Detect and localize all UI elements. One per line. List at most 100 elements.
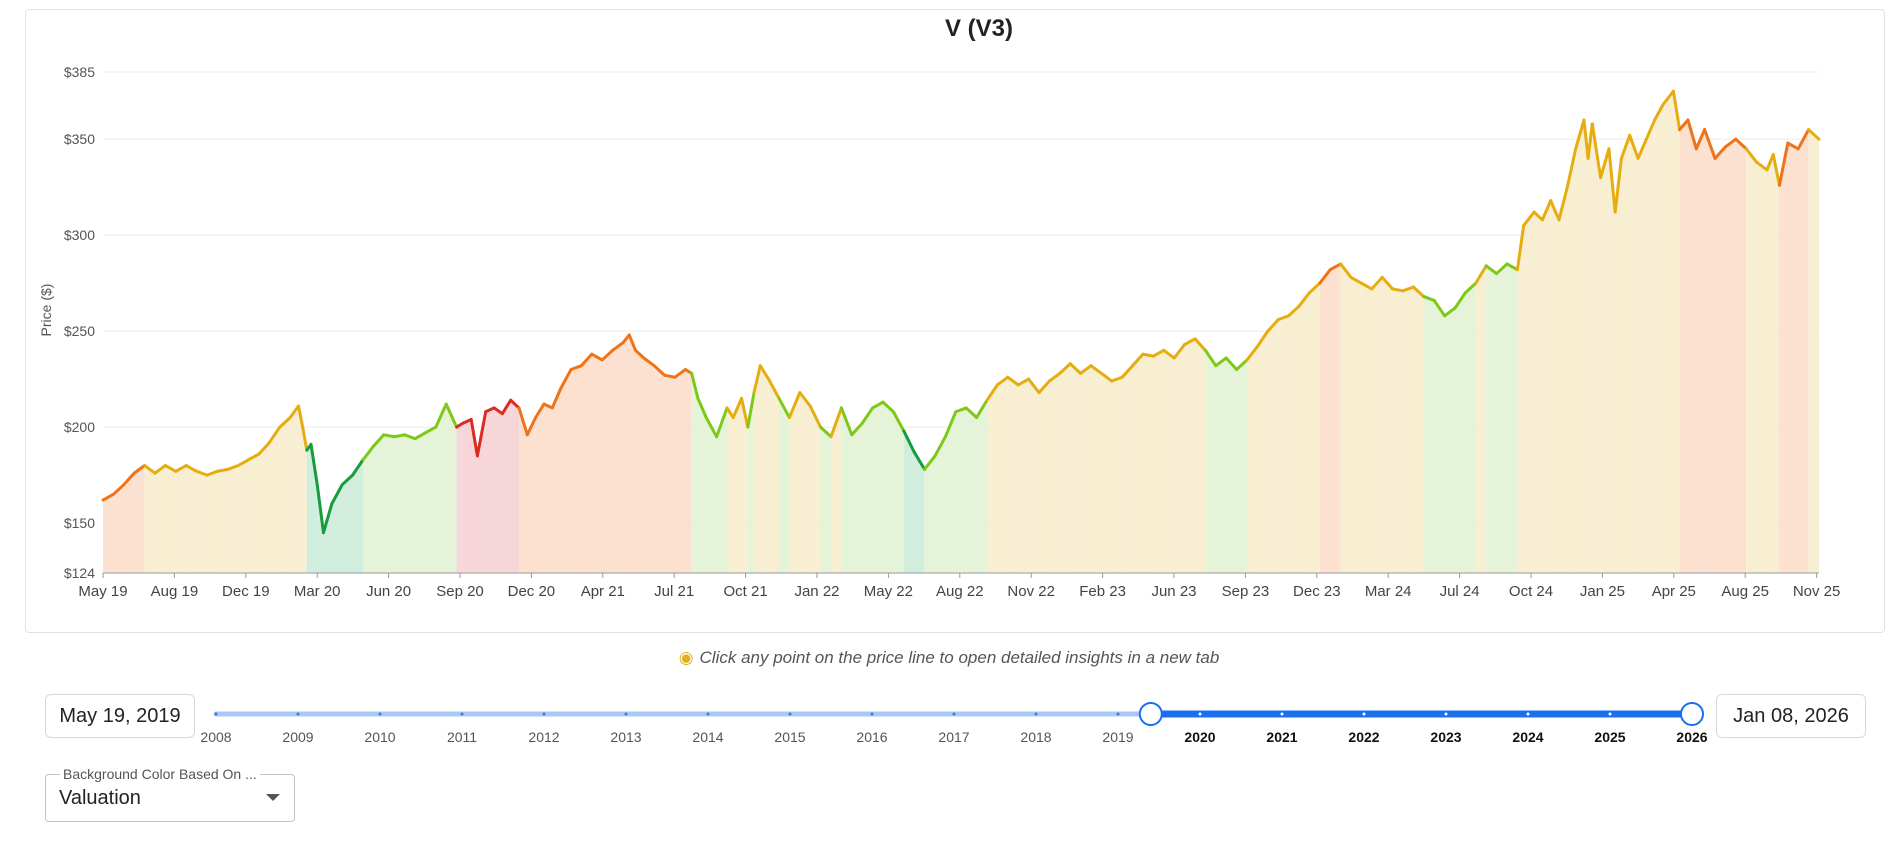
price-line-segment [1131, 352, 1145, 368]
price-line-segment [444, 402, 459, 429]
start-date-field[interactable]: May 19, 2019 [45, 694, 195, 738]
x-tick-label: May 22 [864, 583, 913, 600]
valuation-band [1059, 363, 1071, 573]
price-line-segment [725, 406, 735, 420]
price-line-segment [777, 396, 791, 420]
valuation-band [706, 417, 717, 573]
price-line-segment [964, 406, 979, 420]
price-line-segment [517, 406, 529, 437]
slider-year-label: 2011 [447, 729, 477, 745]
valuation-band [1080, 365, 1091, 573]
valuation-band [675, 369, 686, 573]
price-line-segment [1214, 356, 1228, 368]
price-line-segment [122, 471, 136, 487]
price-line-segment [1110, 375, 1124, 383]
valuation-band [1351, 277, 1362, 573]
valuation-band [789, 392, 800, 573]
price-line-segment [1703, 128, 1717, 160]
slider-start-handle[interactable] [1138, 702, 1163, 726]
price-line-segment [1047, 371, 1062, 383]
price-line-segment [1359, 281, 1374, 291]
price-line-segment [509, 398, 521, 410]
price-line-segment [891, 410, 906, 433]
price-line-segment [933, 435, 947, 458]
price-line-segment [315, 483, 325, 535]
valuation-band [1403, 286, 1414, 573]
price-line-segment [226, 464, 240, 471]
price-line-segment [288, 404, 301, 420]
valuation-band [629, 334, 636, 573]
slider-year-label: 2013 [610, 729, 641, 745]
price-chart[interactable]: V (V3) Price ($) $385 $350 $300 $250 $200 $150 $… [26, 10, 1886, 634]
price-line-segment [550, 387, 563, 410]
price-line-segment [860, 406, 875, 425]
valuation-band [1455, 292, 1466, 573]
price-line-segment [500, 398, 513, 416]
valuation-band [1696, 129, 1705, 573]
price-line-segment [1443, 306, 1457, 318]
price-line-segment [975, 398, 989, 420]
valuation-band [238, 459, 249, 573]
valuation-band [623, 334, 630, 573]
valuation-band [1534, 212, 1543, 573]
price-line-segment [1027, 377, 1041, 395]
valuation-band [691, 373, 698, 573]
valuation-band [323, 503, 332, 573]
price-line-segment [278, 416, 292, 429]
background-select-label: Background Color Based On ... [60, 766, 260, 782]
price-line-segment [1671, 89, 1682, 132]
valuation-band [872, 402, 883, 573]
valuation-band [1163, 350, 1175, 573]
valuation-band [552, 388, 561, 573]
valuation-band [1309, 283, 1320, 573]
x-tick-label: Jun 20 [366, 583, 411, 600]
price-line-segment [1607, 147, 1617, 214]
x-tick-label: Nov 25 [1793, 583, 1841, 600]
slider-mark [1444, 712, 1448, 716]
end-date-field[interactable]: Jan 08, 2026 [1716, 694, 1866, 738]
price-line-segment [1590, 122, 1603, 180]
valuation-band [754, 365, 761, 573]
price-line-segment [696, 396, 708, 420]
valuation-band [1444, 308, 1455, 573]
valuation-band [1808, 129, 1819, 573]
price-line-segment [1287, 304, 1301, 318]
valuation-band [1267, 319, 1279, 573]
price-line-segment [1193, 337, 1207, 352]
slider-mark [1526, 712, 1530, 716]
valuation-band [207, 471, 218, 573]
price-line-segment [1484, 264, 1499, 276]
price-line-segment [767, 377, 781, 400]
valuation-band [134, 465, 145, 573]
valuation-band [643, 358, 655, 573]
price-line-segment [1744, 147, 1759, 164]
price-line-segment [1318, 268, 1332, 285]
price-line-segment [758, 364, 771, 381]
price-line-segment [746, 391, 756, 429]
slider-mark [1034, 712, 1038, 716]
background-color-select[interactable]: Background Color Based On ... Valuation [45, 766, 295, 822]
slider-end-handle[interactable] [1680, 702, 1704, 726]
valuation-band [1517, 225, 1524, 573]
valuation-band [1608, 148, 1616, 573]
valuation-band [571, 365, 582, 573]
price-line-segment [1557, 185, 1569, 222]
x-tick-label: Nov 22 [1007, 583, 1055, 600]
valuation-band [186, 465, 197, 573]
price-line-segment [392, 433, 407, 439]
valuation-band [1629, 135, 1639, 573]
price-line-segment [434, 402, 448, 429]
x-tick-label: Apr 25 [1652, 583, 1696, 600]
valuation-band [269, 427, 280, 573]
date-range-slider[interactable]: 2008 2009 2010 2011 2012 2013 2014 2015 2016 2017… [200, 690, 1720, 760]
price-line-segment [423, 425, 438, 435]
valuation-band [1787, 143, 1799, 573]
y-tick-label: $200 [64, 419, 95, 435]
slider-year-label: 2020 [1184, 729, 1215, 745]
price-line-segment [590, 352, 604, 362]
valuation-band [664, 375, 675, 573]
price-line-segment [715, 406, 729, 439]
price-line-segment [1565, 147, 1578, 189]
price-line-segment [1755, 160, 1769, 172]
valuation-band [279, 417, 291, 573]
